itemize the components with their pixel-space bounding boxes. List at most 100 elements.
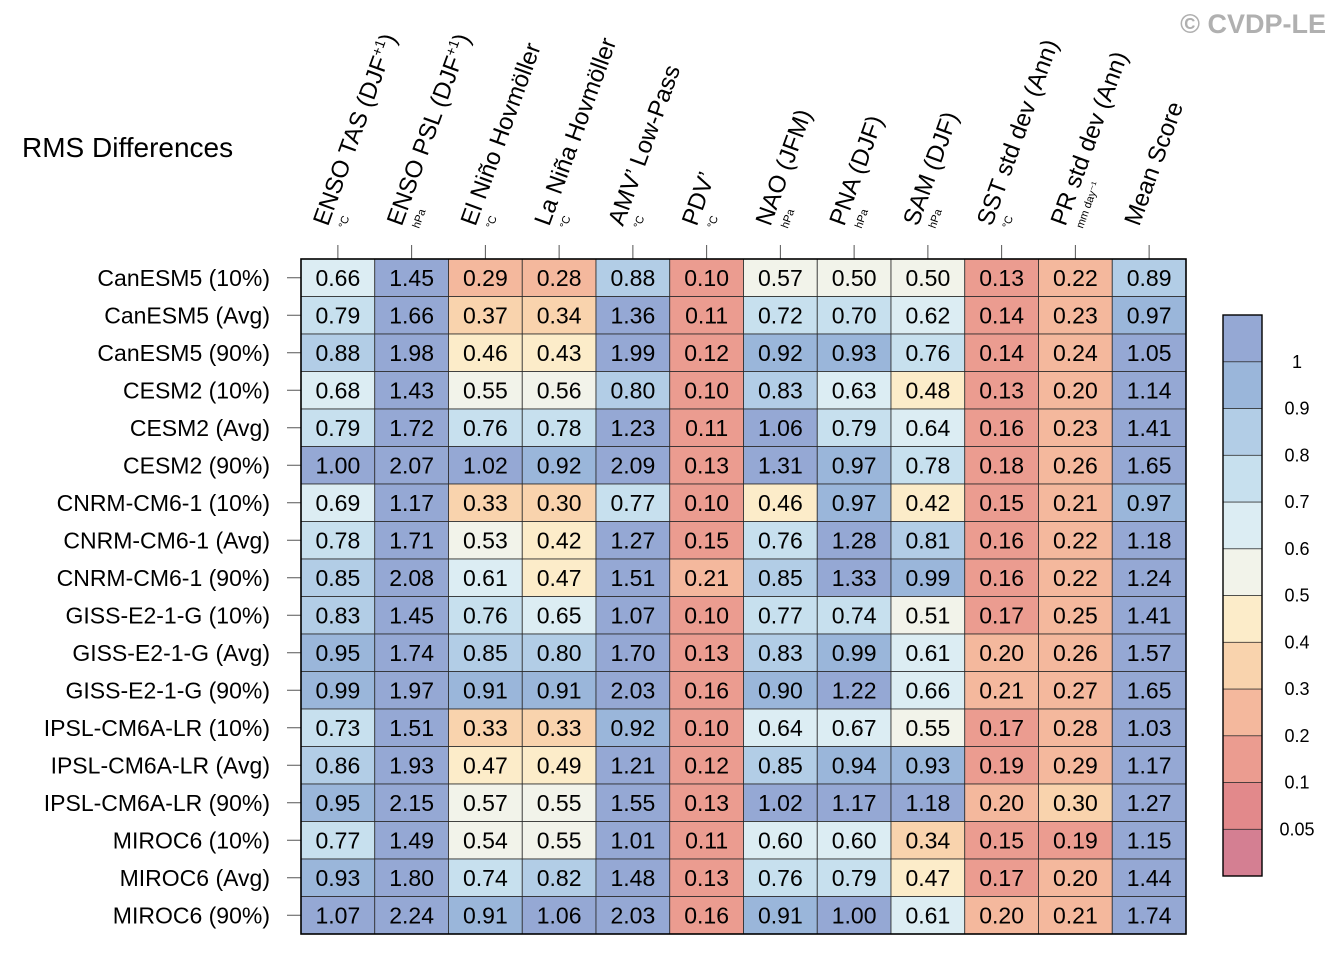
cell-value: 0.16 [979,527,1024,553]
cell-cnrm-cm6-1-10-col-9 [890,483,966,522]
cell-giss-e2-1-g-10-col-8 [816,596,892,635]
cell-giss-e2-1-g-avg-col-3 [448,633,523,672]
cell-value: 1.66 [389,302,434,328]
cell-cnrm-cm6-1-10-col-7 [743,483,818,522]
cell-value: 0.61 [905,902,950,928]
cell-value: 0.13 [684,790,729,816]
cell-value: 0.29 [463,265,508,291]
cell-value: 0.66 [905,677,950,703]
cell-canesm5-90-col-6 [669,333,744,372]
cell-value: 0.16 [684,902,729,928]
cell-value: 1.99 [610,340,655,366]
cell-value: 0.93 [905,752,950,778]
colorbar-label: 0.9 [1284,399,1309,419]
cell-value: 0.14 [979,340,1024,366]
cell-miroc6-90-col-4 [521,896,597,935]
cell-value: 0.97 [1127,302,1172,328]
column-label: AMV’ Low-Pass [603,61,686,229]
cell-ipsl-cm6a-lr-90-col-9 [890,783,966,822]
cell-ipsl-cm6a-lr-90-col-7 [743,783,818,822]
cell-cnrm-cm6-1-90-col-6 [669,558,744,597]
colorbar-bin-12 [1222,314,1263,363]
colorbar: 0.05 0.1 0.2 0.3 0.4 0.5 0.6 0.7 0.8 0.9 1 [1222,314,1315,877]
cell-value: 0.80 [610,377,655,403]
colorbar-label: 0.05 [1279,819,1314,839]
cell-value: 1.27 [1127,790,1172,816]
cell-value: 0.10 [684,377,729,403]
cell-value: 0.55 [463,377,508,403]
cell-value: 0.50 [832,265,877,291]
cell-value: 1.65 [1127,677,1172,703]
cell-cesm2-90-col-11 [1038,446,1113,485]
colorbar-bin-7 [1222,548,1263,596]
row-label-giss-e2-1-g-avg: GISS-E2-1-G (Avg) [72,640,270,666]
cell-value: 0.79 [832,865,877,891]
cell-giss-e2-1-g-avg-col-9 [890,633,966,672]
column-label: ENSO TAS (DJF+1) [307,30,402,229]
cell-cesm2-avg-col-11 [1038,408,1113,447]
row-label-ipsl-cm6a-lr-10: IPSL-CM6A-LR (10%) [44,715,270,741]
cell-value: 0.17 [979,865,1024,891]
cell-ipsl-cm6a-lr-avg-col-3 [448,746,523,785]
cell-value: 0.62 [905,302,950,328]
cell-miroc6-avg-col-2 [374,858,449,897]
cell-value: 0.78 [905,452,950,478]
colorbar-label: 0.8 [1284,445,1309,465]
cell-cnrm-cm6-1-avg-col-4 [521,521,597,560]
cell-cesm2-90-col-12 [1111,446,1187,485]
cell-value: 0.76 [758,865,803,891]
cell-value: 0.77 [758,602,803,628]
watermark: © CVDP-LE [1180,9,1326,39]
cell-cesm2-avg-col-8 [816,408,892,447]
cell-cesm2-avg-col-7 [743,408,818,447]
column-header-9: SAM (DJF)hPa [898,108,964,230]
row-label-cnrm-cm6-1-10: CNRM-CM6-1 (10%) [57,490,270,516]
cell-value: 0.76 [758,527,803,553]
cell-value: 0.20 [979,790,1024,816]
cell-cesm2-90-col-8 [816,446,892,485]
cell-value: 0.10 [684,490,729,516]
cell-value: 0.55 [537,790,582,816]
cell-canesm5-10-col-6 [669,258,744,297]
cell-cnrm-cm6-1-10-col-8 [816,483,892,522]
cell-value: 0.12 [684,752,729,778]
cell-value: 0.29 [1053,752,1098,778]
cell-value: 2.03 [610,677,655,703]
cell-value: 0.95 [315,790,360,816]
row-label-cesm2-avg: CESM2 (Avg) [130,415,270,441]
colorbar-bin-5 [1222,641,1263,690]
cell-value: 1.51 [389,715,434,741]
cell-giss-e2-1-g-10-col-11 [1038,596,1113,635]
cell-value: 2.24 [389,902,434,928]
cell-value: 1.23 [610,415,655,441]
cell-value: 1.65 [1127,452,1172,478]
cell-value: 0.57 [758,265,803,291]
cell-value: 0.55 [905,715,950,741]
cell-giss-e2-1-g-avg-col-11 [1038,633,1113,672]
row-label-canesm5-90: CanESM5 (90%) [97,340,270,366]
cell-value: 1.17 [1127,752,1172,778]
column-label: La Niña Hovmöller [529,34,622,229]
cell-giss-e2-1-g-90-col-7 [743,671,818,710]
cell-canesm5-avg-col-3 [448,296,523,335]
cell-cesm2-90-col-3 [448,446,523,485]
cell-miroc6-10-col-11 [1038,821,1113,860]
cell-value: 0.60 [832,827,877,853]
column-label-text: SST std dev (Ann) [972,36,1064,229]
cell-ipsl-cm6a-lr-90-col-6 [669,783,744,822]
cell-value: 0.61 [905,640,950,666]
cell-value: 0.93 [315,865,360,891]
cell-value: 0.56 [537,377,582,403]
cell-value: 0.60 [758,827,803,853]
cell-value: 0.95 [315,640,360,666]
column-label-text: El Niño Hovmöller [456,39,547,229]
column-label-text: AMV’ Low-Pass [603,61,686,229]
cell-value: 1.57 [1127,640,1172,666]
cell-ipsl-cm6a-lr-90-col-3 [448,783,523,822]
cell-cnrm-cm6-1-90-col-5 [595,558,671,597]
cell-value: 0.10 [684,715,729,741]
cell-value: 0.21 [1053,902,1098,928]
cell-value: 0.42 [905,490,950,516]
cell-miroc6-90-col-2 [374,896,449,935]
cell-cesm2-10-col-2 [374,371,449,410]
